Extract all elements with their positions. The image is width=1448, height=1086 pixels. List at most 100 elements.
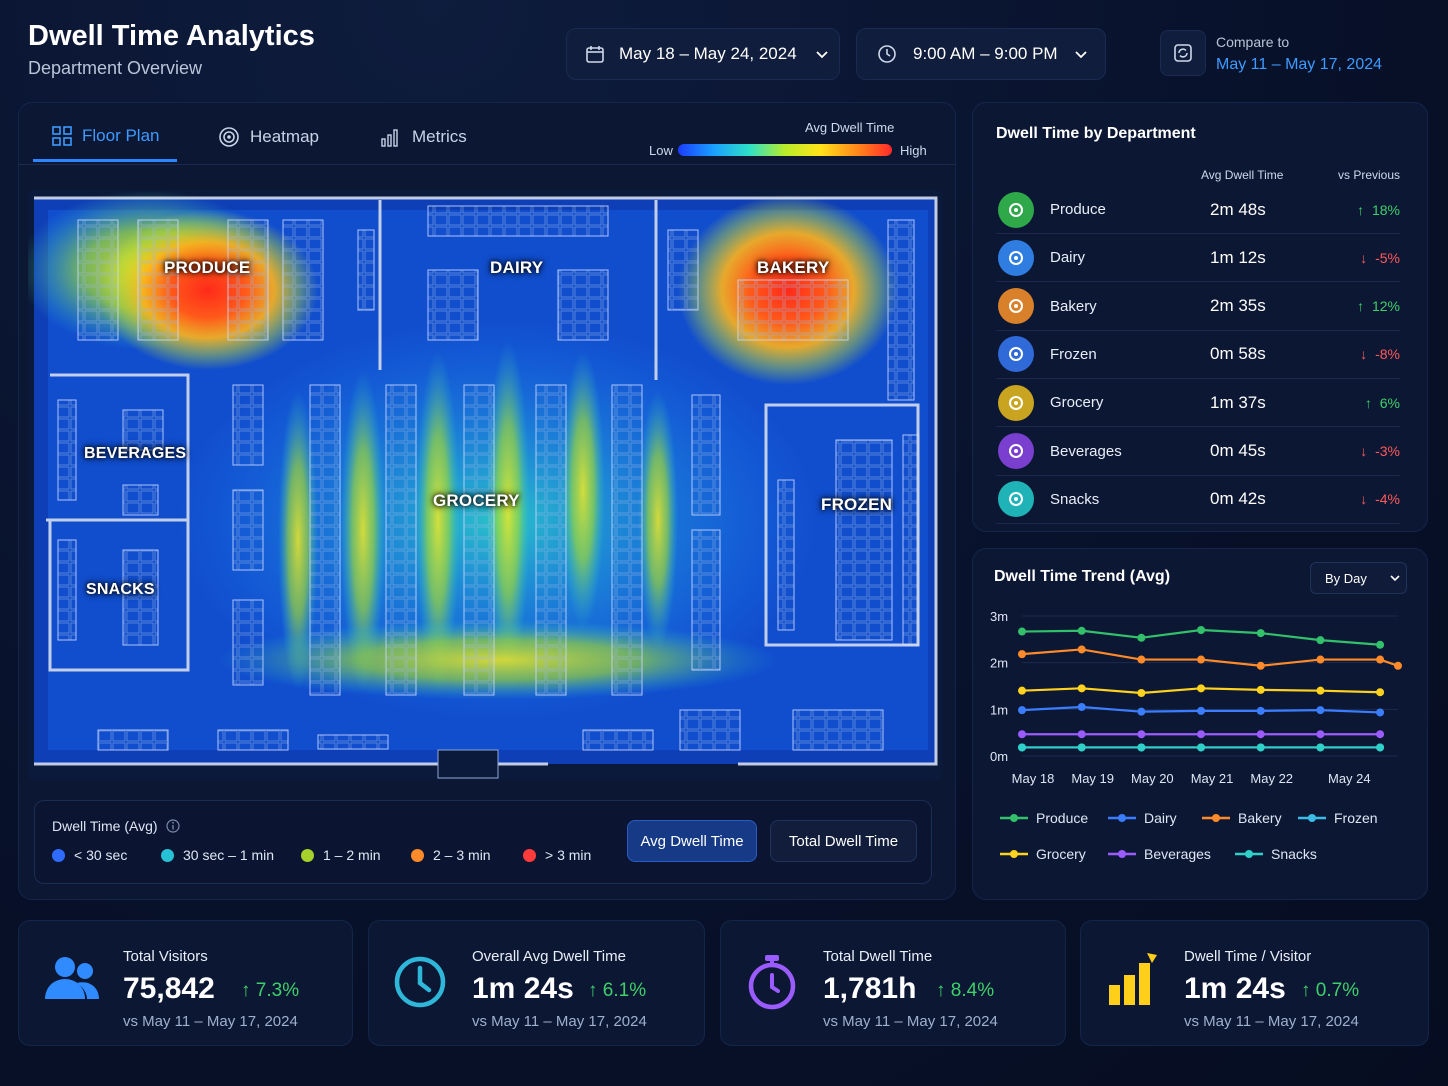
data-point-bakery[interactable] (1137, 655, 1146, 664)
data-point-produce[interactable] (1316, 636, 1325, 645)
tab-floor-plan[interactable]: Floor Plan (33, 112, 177, 162)
grid-icon (52, 125, 72, 146)
y-tick-label: 3m (990, 609, 1008, 624)
scale-gradient-bar (678, 144, 892, 156)
dept-row-frozen[interactable]: Frozen 0m 58s ↓ -8% (996, 331, 1400, 379)
data-point-bakery[interactable] (1077, 645, 1086, 654)
legend-swatch (301, 848, 314, 862)
data-point-produce[interactable] (1256, 629, 1265, 638)
data-point-produce[interactable] (1018, 627, 1026, 636)
data-point-bakery[interactable] (1197, 655, 1206, 664)
legend-line-marker (1108, 814, 1136, 822)
date-range-picker[interactable]: May 18 – May 24, 2024 (566, 28, 840, 80)
dept-row-beverages[interactable]: Beverages 0m 45s ↓ -3% (996, 428, 1400, 476)
legend-line-marker (1298, 814, 1326, 822)
trend-legend-label: Frozen (1334, 810, 1378, 826)
arrow-up-icon: ↑ (1357, 201, 1368, 218)
data-point-snacks[interactable] (1316, 743, 1325, 752)
page-title: Dwell Time Analytics (28, 20, 315, 52)
dept-row-grocery[interactable]: Grocery 1m 37s ↑ 6% (996, 379, 1400, 428)
legend-label: 2 – 3 min (433, 847, 491, 863)
legend-swatch (161, 848, 174, 862)
data-point-snacks[interactable] (1197, 743, 1206, 752)
avg-dwell-time-button[interactable]: Avg Dwell Time (627, 820, 757, 862)
data-point-grocery[interactable] (1376, 688, 1385, 697)
dept-row-snacks[interactable]: Snacks 0m 42s ↓ -4% (996, 476, 1400, 524)
trend-legend-item-snacks[interactable]: Snacks (1235, 846, 1317, 862)
data-point-dairy[interactable] (1376, 708, 1385, 717)
data-point-dairy[interactable] (1077, 703, 1086, 711)
data-point-grocery[interactable] (1018, 686, 1026, 695)
trend-legend-label: Snacks (1271, 846, 1317, 862)
data-point-produce[interactable] (1197, 626, 1206, 634)
tab-heatmap[interactable]: Heatmap (218, 112, 319, 162)
trend-legend-item-frozen[interactable]: Frozen (1298, 810, 1378, 826)
compare-range[interactable]: May 11 – May 17, 2024 (1216, 56, 1383, 73)
data-point-snacks[interactable] (1256, 743, 1265, 752)
data-point-produce[interactable] (1376, 640, 1385, 649)
trend-legend-label: Produce (1036, 810, 1089, 826)
dept-change: ↓ -5% (1360, 250, 1400, 266)
data-point-bakery[interactable] (1376, 655, 1385, 664)
y-tick-label: 0m (990, 749, 1008, 764)
legend-line-marker (1202, 814, 1230, 822)
data-point-grocery[interactable] (1137, 689, 1146, 697)
trend-granularity-select[interactable]: By Day (1310, 562, 1407, 594)
data-point-snacks[interactable] (1077, 743, 1086, 752)
trend-legend-item-beverages[interactable]: Beverages (1108, 846, 1211, 862)
data-point-beverages[interactable] (1077, 730, 1086, 739)
data-point-beverages[interactable] (1256, 730, 1265, 739)
time-range-picker[interactable]: 9:00 AM – 9:00 PM (856, 28, 1106, 80)
total-dwell-time-button[interactable]: Total Dwell Time (770, 820, 917, 862)
dept-name: Produce (1050, 201, 1106, 218)
data-point-beverages[interactable] (1137, 730, 1146, 739)
data-point-beverages[interactable] (1376, 730, 1385, 739)
scale-high: High (900, 143, 927, 158)
dept-row-dairy[interactable]: Dairy 1m 12s ↓ -5% (996, 234, 1400, 283)
data-point-snacks[interactable] (1376, 743, 1385, 752)
data-point-dairy[interactable] (1256, 706, 1265, 715)
kpi-value: 1m 24s (1184, 972, 1286, 1005)
compare-button[interactable] (1160, 30, 1206, 76)
data-point-produce[interactable] (1077, 626, 1086, 635)
tab-metrics[interactable]: Metrics (380, 112, 467, 162)
data-point-beverages[interactable] (1316, 730, 1325, 739)
trend-legend-item-bakery[interactable]: Bakery (1202, 810, 1282, 826)
trend-legend-item-produce[interactable]: Produce (1000, 810, 1088, 826)
data-point-produce[interactable] (1137, 633, 1146, 642)
kpi-compare: vs May 11 – May 17, 2024 (1184, 1013, 1359, 1030)
data-point-bakery[interactable] (1316, 655, 1325, 664)
arrow-up-icon: ↑ (241, 980, 256, 1001)
snack-icon (998, 481, 1034, 518)
data-point-grocery[interactable] (1077, 684, 1086, 693)
arrow-up-icon: ↑ (936, 980, 951, 1001)
dept-row-bakery[interactable]: Bakery 2m 35s ↑ 12% (996, 283, 1400, 331)
data-point-bakery[interactable] (1256, 661, 1265, 670)
series-line-bakery[interactable] (1021, 648, 1399, 667)
trend-legend-item-dairy[interactable]: Dairy (1108, 810, 1177, 826)
data-point-dairy[interactable] (1137, 707, 1146, 716)
compare-calendar-icon (1174, 44, 1192, 62)
legend-item: 2 – 3 min (411, 847, 491, 863)
data-point-snacks[interactable] (1018, 743, 1026, 752)
data-point-dairy[interactable] (1197, 706, 1206, 715)
info-icon[interactable] (165, 819, 180, 833)
trend-chart[interactable]: 0m 1m 2m 3m May 18 May 19 May 20 May 21 May 22 Ma… (980, 600, 1420, 800)
data-point-bakery[interactable] (1018, 650, 1026, 659)
trend-legend-item-grocery[interactable]: Grocery (1000, 846, 1086, 862)
data-point-beverages[interactable] (1018, 730, 1026, 739)
floor-plan-heatmap[interactable]: PRODUCE DAIRY BAKERY BEVERAGES GROCERY F… (28, 190, 943, 780)
y-tick-label: 1m (990, 702, 1008, 717)
data-point-grocery[interactable] (1256, 685, 1265, 694)
data-point-snacks[interactable] (1137, 743, 1146, 752)
data-point-beverages[interactable] (1197, 730, 1206, 739)
data-point-grocery[interactable] (1197, 684, 1206, 693)
arrow-down-icon: ↓ (1360, 346, 1372, 363)
data-point-dairy[interactable] (1018, 706, 1026, 715)
dept-row-produce[interactable]: Produce 2m 48s ↑ 18% (996, 186, 1400, 234)
dept-change-value: -4% (1375, 491, 1400, 508)
data-point-bakery[interactable] (1394, 661, 1402, 670)
data-point-dairy[interactable] (1316, 706, 1325, 715)
arrow-up-icon: ↑ (588, 980, 603, 1001)
data-point-grocery[interactable] (1316, 686, 1325, 695)
